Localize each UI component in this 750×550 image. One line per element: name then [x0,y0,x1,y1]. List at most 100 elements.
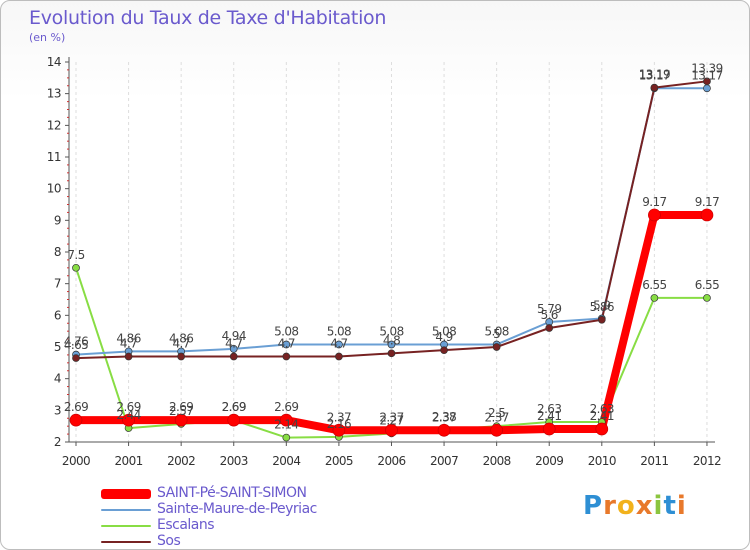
legend-label: Sos [157,533,181,549]
data-label: 5 [493,327,500,341]
data-point [650,83,659,92]
logo-letter: t [663,491,677,521]
data-label: 4.94 [222,329,246,343]
logo-letter: i [676,491,687,521]
data-label: 13.39 [691,61,722,75]
data-label: 4.7 [173,337,190,351]
x-tick-label: 2006 [377,454,405,468]
data-point [69,413,83,427]
data-label: 9.17 [695,195,719,209]
y-tick-label: 3 [54,403,61,417]
data-point [282,352,291,361]
data-point [72,263,80,272]
data-point [490,423,503,437]
data-point [335,340,343,349]
x-tick-label: 2003 [220,454,248,468]
data-label: 4.9 [435,330,452,344]
data-label: 4.86 [116,331,140,345]
data-label: 2.44 [116,408,140,422]
data-point [229,345,238,353]
legend-swatch [101,489,151,499]
data-label: 4.65 [64,338,88,352]
data-label: 4.86 [169,331,193,345]
data-label: 4.7 [278,337,295,351]
data-label: 2.16 [327,417,351,431]
data-point [597,315,606,324]
data-point [650,294,659,302]
unit-label: (en %) [29,31,66,44]
y-tick-label: 6 [54,308,61,322]
x-tick-label: 2008 [483,454,511,468]
data-label: 7.5 [67,248,84,262]
data-point [279,413,293,427]
data-label: 5.08 [484,324,508,338]
data-label: 2.5 [488,406,505,420]
y-tick-label: 2 [54,435,61,449]
data-point [177,352,186,361]
x-tick-label: 2010 [588,454,616,468]
legend-swatch [101,541,151,543]
legend-label: Sainte-Maure-de-Peyriac [157,501,317,517]
data-label: 5.08 [327,324,351,338]
data-point [595,422,609,436]
data-label: 5.79 [537,302,561,316]
data-point [440,346,448,355]
y-tick-label: 14 [47,55,61,69]
data-label: 2.41 [590,409,614,423]
data-point [229,352,238,361]
x-tick-label: 2002 [167,454,195,468]
data-label: 5.9 [593,299,610,313]
x-tick-label: 2007 [430,454,458,468]
data-point [335,352,343,361]
data-label: 2.69 [222,400,246,414]
data-label: 2.37 [484,410,508,424]
data-label: 4.7 [120,337,137,351]
x-tick-label: 2001 [115,454,143,468]
data-point [703,84,711,93]
data-label: 13.17 [639,68,670,82]
data-label: 2.14 [274,418,298,432]
data-label: 2.37 [327,410,351,424]
data-point [72,354,80,362]
data-point [542,422,556,436]
data-label: 2.41 [537,409,561,423]
data-point [387,340,396,349]
data-point [385,423,398,437]
y-tick-label: 11 [47,150,61,164]
x-tick-label: 2000 [62,454,90,468]
y-tick-label: 4 [54,372,61,386]
logo-letter: i [653,491,664,521]
data-label: 4.8 [383,333,400,347]
x-tick-label: 2005 [325,454,353,468]
data-label: 13.19 [639,68,670,82]
data-label: 5.6 [541,308,558,322]
data-point [703,294,711,302]
y-tick-label: 5 [54,340,61,354]
data-point [648,208,661,222]
chart-title: Evolution du Taux de Taxe d'Habitation [29,7,387,29]
data-point [227,413,241,427]
data-label: 2.69 [116,400,140,414]
y-tick-label: 10 [47,182,61,196]
data-label: 5.86 [590,300,614,314]
y-tick-label: 8 [54,245,61,259]
x-tick-label: 2012 [693,454,721,468]
data-label: 4.7 [330,337,347,351]
legend-label: SAINT-Pé-SAINT-SIMON [157,485,307,501]
logo-letter: r [603,491,617,521]
data-label: 2.63 [537,402,561,416]
data-label: 2.27 [379,413,403,427]
legend-swatch [101,509,151,511]
data-label: 5.08 [432,324,456,338]
legend-label: Escalans [157,517,215,533]
data-label: 2.63 [590,402,614,416]
y-tick-label: 7 [54,277,61,291]
data-label: 5.08 [274,324,298,338]
data-label: 6.55 [695,278,719,292]
data-label: 2.57 [169,404,193,418]
data-point [124,352,133,361]
x-tick-label: 2011 [640,454,668,468]
data-label: 9.17 [642,195,666,209]
